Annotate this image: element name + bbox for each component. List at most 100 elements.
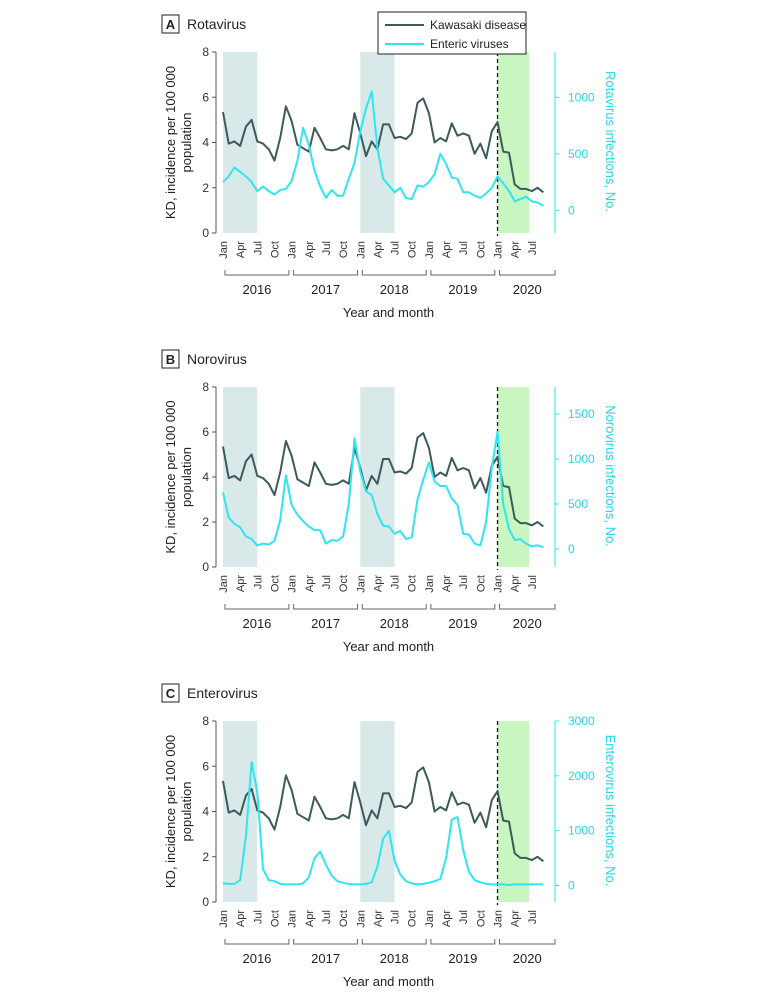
left-tick-label: 8 <box>202 45 209 59</box>
month-tick-label: Oct <box>407 241 419 258</box>
month-tick-label: Jul <box>390 575 402 589</box>
month-tick-label: Oct <box>475 575 487 592</box>
year-bracket <box>224 939 290 945</box>
month-tick-label: Apr <box>441 575 453 592</box>
panel-letter: B <box>166 352 175 367</box>
right-tick-label: 0 <box>568 203 575 217</box>
month-tick-label: Jan <box>493 241 505 259</box>
panel-c: C Enterovirus 0 2 4 6 8 0 1000 2000 3000 Jan Apr Jul O… <box>161 683 618 989</box>
year-label: 2019 <box>448 282 477 297</box>
month-tick-label: Jul <box>527 575 539 589</box>
panel-b: B Norovirus 0 2 4 6 8 0 500 1000 1500 Jan Apr Jul Oct J… <box>161 349 618 654</box>
right-tick-label: 1000 <box>568 90 595 104</box>
left-axis-label-line2: population <box>179 447 194 507</box>
year-bracket <box>361 270 427 276</box>
year-label: 2018 <box>380 616 409 631</box>
left-tick-label: 0 <box>202 226 209 240</box>
x-axis-label: Year and month <box>343 305 434 320</box>
month-tick-label: Jan <box>287 575 299 593</box>
month-tick-label: Apr <box>441 910 453 927</box>
year-bracket <box>499 270 556 276</box>
panel-title: Enterovirus <box>187 685 258 701</box>
left-axis-label-line2: population <box>179 782 194 842</box>
enteric-series-line <box>222 90 544 207</box>
shaded-period-covid <box>497 52 529 233</box>
month-tick-label: Jan <box>218 910 230 928</box>
month-tick-label: Jan <box>424 575 436 593</box>
month-tick-label: Jan <box>287 241 299 259</box>
year-label: 2020 <box>513 951 542 966</box>
month-tick-label: Oct <box>475 910 487 927</box>
left-tick-label: 8 <box>202 714 209 728</box>
month-tick-label: Oct <box>338 575 350 592</box>
month-tick-label: Jan <box>424 910 436 928</box>
panel-letter: A <box>166 17 176 32</box>
year-label: 2019 <box>448 951 477 966</box>
year-bracket <box>224 604 290 610</box>
year-bracket <box>430 270 496 276</box>
left-tick-label: 6 <box>202 425 209 439</box>
enteric-series-line <box>222 761 544 886</box>
shaded-period-winter <box>360 721 395 902</box>
kd-series-line <box>222 97 544 194</box>
year-label: 2019 <box>448 616 477 631</box>
year-bracket <box>361 939 427 945</box>
right-tick-label: 0 <box>568 542 575 556</box>
month-tick-label: Apr <box>304 910 316 927</box>
month-tick-label: Jul <box>458 910 470 924</box>
month-tick-label: Jul <box>252 241 264 255</box>
right-tick-label: 0 <box>568 879 575 893</box>
month-tick-label: Apr <box>441 241 453 258</box>
month-tick-label: Jul <box>390 241 402 255</box>
year-bracket <box>430 939 496 945</box>
year-bracket <box>499 939 556 945</box>
month-tick-label: Jul <box>527 241 539 255</box>
month-tick-label: Oct <box>269 241 281 258</box>
year-label: 2018 <box>380 951 409 966</box>
month-tick-label: Oct <box>338 241 350 258</box>
panel-letter-box <box>161 683 180 703</box>
month-tick-label: Jan <box>218 575 230 593</box>
right-tick-label: 3000 <box>568 714 595 728</box>
month-tick-label: Apr <box>510 910 522 927</box>
year-bracket <box>361 604 427 610</box>
kd-series-line <box>222 766 544 863</box>
year-label: 2020 <box>513 616 542 631</box>
left-tick-label: 6 <box>202 90 209 104</box>
left-axis-label-line1: KD, incidence per 100 000 <box>163 400 178 553</box>
kd-series-line <box>222 432 544 528</box>
panel-letter-box <box>161 14 180 34</box>
year-label: 2017 <box>311 951 340 966</box>
panel-letter-box <box>161 349 180 369</box>
month-tick-label: Apr <box>372 241 384 258</box>
right-tick-label: 1000 <box>568 452 595 466</box>
right-tick-label: 500 <box>568 147 588 161</box>
left-tick-label: 2 <box>202 181 209 195</box>
month-tick-label: Jan <box>493 575 505 593</box>
year-label: 2016 <box>242 951 271 966</box>
right-tick-label: 500 <box>568 497 588 511</box>
month-tick-label: Apr <box>372 575 384 592</box>
month-tick-label: Jul <box>321 241 333 255</box>
left-axis-label-line1: KD, incidence per 100 000 <box>163 735 178 888</box>
x-axis-label: Year and month <box>343 974 434 989</box>
month-tick-label: Apr <box>372 910 384 927</box>
month-tick-label: Apr <box>235 241 247 258</box>
right-tick-label: 2000 <box>568 769 595 783</box>
year-label: 2017 <box>311 282 340 297</box>
month-tick-label: Apr <box>510 575 522 592</box>
left-tick-label: 0 <box>202 560 209 574</box>
year-bracket <box>293 939 359 945</box>
left-tick-label: 6 <box>202 759 209 773</box>
month-tick-label: Jan <box>424 241 436 259</box>
month-tick-label: Jul <box>252 575 264 589</box>
year-label: 2017 <box>311 616 340 631</box>
year-label: 2020 <box>513 282 542 297</box>
year-bracket <box>430 604 496 610</box>
month-tick-label: Apr <box>235 575 247 592</box>
legend-enteric-label: Enteric viruses <box>430 37 509 51</box>
month-tick-label: Jan <box>355 910 367 928</box>
panel-a: A Rotavirus 0 2 4 6 8 0 500 1000 Jan Apr Jul Oct Jan Ap… <box>161 14 618 320</box>
year-label: 2016 <box>242 616 271 631</box>
